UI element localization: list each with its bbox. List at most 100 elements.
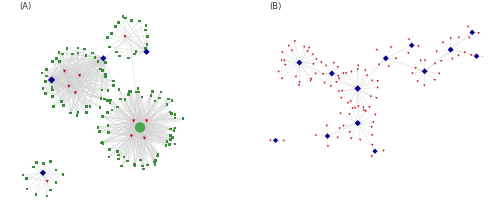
Point xyxy=(336,127,344,130)
Point xyxy=(404,52,412,55)
Point xyxy=(163,140,171,143)
Point xyxy=(29,165,37,169)
Point xyxy=(100,57,108,60)
Point xyxy=(144,35,152,38)
Point xyxy=(106,101,114,104)
Point xyxy=(98,115,106,118)
Point xyxy=(94,60,102,63)
Point xyxy=(454,54,462,57)
Point xyxy=(274,70,282,73)
Point xyxy=(336,112,344,115)
Point xyxy=(380,149,388,152)
Point xyxy=(108,108,116,112)
Point xyxy=(122,16,130,19)
Point xyxy=(319,72,327,76)
Point xyxy=(164,97,172,101)
Point xyxy=(480,55,488,59)
Point xyxy=(179,117,187,120)
Point xyxy=(374,79,382,83)
Point xyxy=(324,145,332,148)
Point xyxy=(168,111,175,115)
Point xyxy=(76,74,84,77)
Point xyxy=(318,60,326,64)
Point xyxy=(39,171,47,175)
Point xyxy=(368,133,376,137)
Point xyxy=(97,141,105,145)
Point xyxy=(102,72,110,76)
Point xyxy=(100,97,108,100)
Point xyxy=(120,155,128,159)
Point xyxy=(40,162,48,165)
Point xyxy=(327,84,335,88)
Point xyxy=(65,85,73,88)
Point xyxy=(124,56,132,60)
Point xyxy=(367,95,375,98)
Point xyxy=(74,111,82,114)
Point xyxy=(38,71,46,75)
Point xyxy=(468,31,476,34)
Point xyxy=(125,90,133,93)
Point xyxy=(58,52,66,56)
Point xyxy=(128,19,136,22)
Point xyxy=(42,68,50,71)
Point xyxy=(63,47,71,50)
Point xyxy=(168,136,176,139)
Point xyxy=(474,32,482,35)
Point xyxy=(96,67,104,71)
Point xyxy=(132,49,140,53)
Point xyxy=(288,49,296,52)
Point xyxy=(166,133,174,137)
Point xyxy=(39,87,47,91)
Point xyxy=(42,92,50,95)
Point xyxy=(382,57,390,60)
Point xyxy=(114,105,122,109)
Point xyxy=(368,79,376,83)
Point xyxy=(370,121,378,124)
Point xyxy=(60,104,68,107)
Point xyxy=(48,60,56,63)
Point xyxy=(292,75,300,79)
Point xyxy=(124,159,132,163)
Point xyxy=(332,81,340,84)
Point xyxy=(52,168,60,172)
Point xyxy=(354,87,362,90)
Point xyxy=(171,142,179,146)
Point xyxy=(148,90,156,93)
Point xyxy=(82,54,90,57)
Point xyxy=(106,45,114,49)
Point xyxy=(348,106,356,110)
Point xyxy=(104,124,112,127)
Point xyxy=(121,98,129,102)
Point xyxy=(291,40,299,43)
Point xyxy=(309,53,317,56)
Point xyxy=(278,51,286,54)
Point xyxy=(49,88,57,92)
Point xyxy=(46,188,54,192)
Point xyxy=(420,70,428,73)
Point xyxy=(387,46,395,49)
Point xyxy=(371,149,379,153)
Point xyxy=(142,119,150,123)
Point xyxy=(131,164,139,167)
Point xyxy=(306,79,314,83)
Point xyxy=(171,113,179,116)
Point xyxy=(354,105,362,108)
Point xyxy=(151,163,159,166)
Point xyxy=(66,111,74,115)
Point xyxy=(322,64,330,68)
Point xyxy=(346,131,354,134)
Point xyxy=(354,64,362,67)
Point xyxy=(435,72,443,75)
Point xyxy=(461,51,469,54)
Point xyxy=(48,95,56,98)
Point xyxy=(307,77,315,81)
Point xyxy=(304,49,312,53)
Point xyxy=(171,116,179,120)
Point xyxy=(170,129,178,132)
Point xyxy=(412,66,420,70)
Point xyxy=(119,15,127,18)
Point xyxy=(48,78,56,82)
Point xyxy=(118,164,126,168)
Point xyxy=(80,47,88,51)
Point xyxy=(99,114,107,118)
